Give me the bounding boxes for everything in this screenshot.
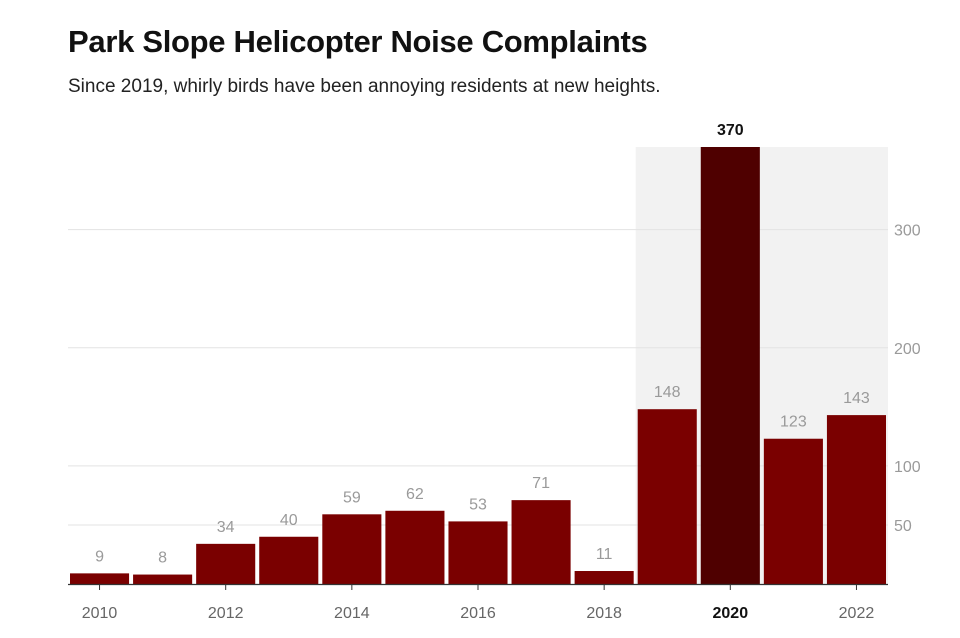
- x-tick-label: 2020: [713, 605, 749, 622]
- bar-2014: [322, 514, 382, 584]
- data-label-2010: 9: [95, 548, 104, 565]
- data-label-2019: 148: [654, 384, 681, 401]
- x-tick-label: 2022: [839, 605, 875, 622]
- data-label-2014: 59: [343, 489, 361, 506]
- chart-subtitle: Since 2019, whirly birds have been annoy…: [68, 76, 661, 97]
- data-label-2013: 40: [280, 512, 298, 529]
- bar-2016: [448, 521, 508, 584]
- x-tick-label: 2016: [460, 605, 496, 622]
- data-label-2011: 8: [158, 550, 167, 567]
- bar-2015: [385, 510, 445, 584]
- bar-2020: [700, 147, 760, 584]
- bar-2017: [511, 500, 571, 584]
- x-tick-label: 2010: [82, 605, 118, 622]
- data-label-2017: 71: [532, 475, 550, 492]
- data-label-2012: 34: [217, 519, 235, 536]
- y-tick-label: 200: [894, 341, 921, 358]
- bar-2018: [574, 571, 634, 584]
- data-label-2020: 370: [717, 122, 744, 139]
- data-label-2016: 53: [469, 496, 487, 513]
- chart-title: Park Slope Helicopter Noise Complaints: [68, 24, 648, 59]
- x-tick-label: 2014: [334, 605, 370, 622]
- bar-2019: [637, 409, 697, 584]
- data-label-2021: 123: [780, 414, 807, 431]
- data-label-2015: 62: [406, 486, 424, 503]
- bar-2011: [133, 574, 193, 584]
- x-tick-label: 2018: [586, 605, 622, 622]
- y-tick-label: 300: [894, 223, 921, 240]
- data-label-2018: 11: [596, 546, 613, 563]
- bar-2010: [70, 573, 130, 584]
- bar-2012: [196, 543, 256, 584]
- y-tick-label: 50: [894, 518, 912, 535]
- bar-2021: [763, 438, 823, 584]
- x-tick-label: 2012: [208, 605, 244, 622]
- bar-2013: [259, 536, 319, 584]
- bar-2022: [826, 415, 886, 584]
- y-tick-label: 100: [894, 459, 921, 476]
- data-label-2022: 143: [843, 390, 870, 407]
